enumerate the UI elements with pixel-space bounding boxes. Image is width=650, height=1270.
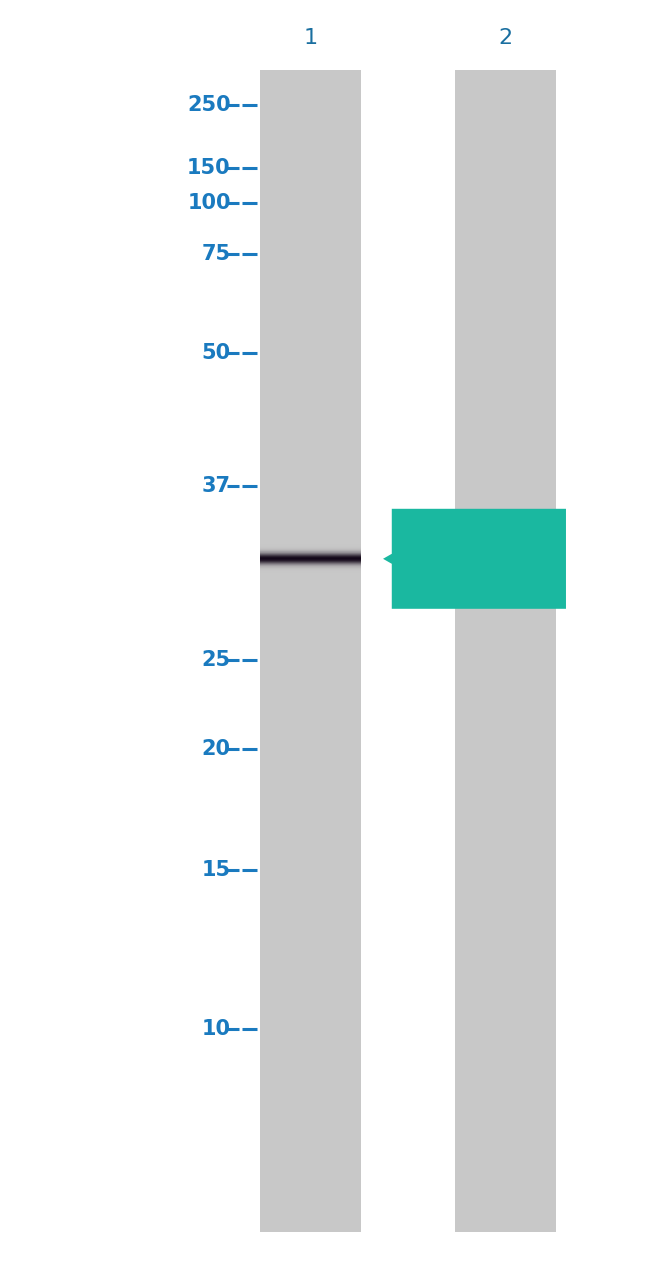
Text: 250: 250 xyxy=(187,95,231,116)
Text: 37: 37 xyxy=(202,476,231,497)
Text: 75: 75 xyxy=(202,244,231,264)
Text: 1: 1 xyxy=(304,28,317,48)
Text: 100: 100 xyxy=(187,193,231,213)
Text: 20: 20 xyxy=(202,739,231,759)
Text: 50: 50 xyxy=(202,343,231,363)
Text: 2: 2 xyxy=(499,28,512,48)
Text: 10: 10 xyxy=(202,1019,231,1039)
Text: 15: 15 xyxy=(202,860,231,880)
Text: 25: 25 xyxy=(202,650,231,671)
Text: 150: 150 xyxy=(187,157,231,178)
Bar xyxy=(455,70,556,1232)
Bar xyxy=(260,70,361,1232)
